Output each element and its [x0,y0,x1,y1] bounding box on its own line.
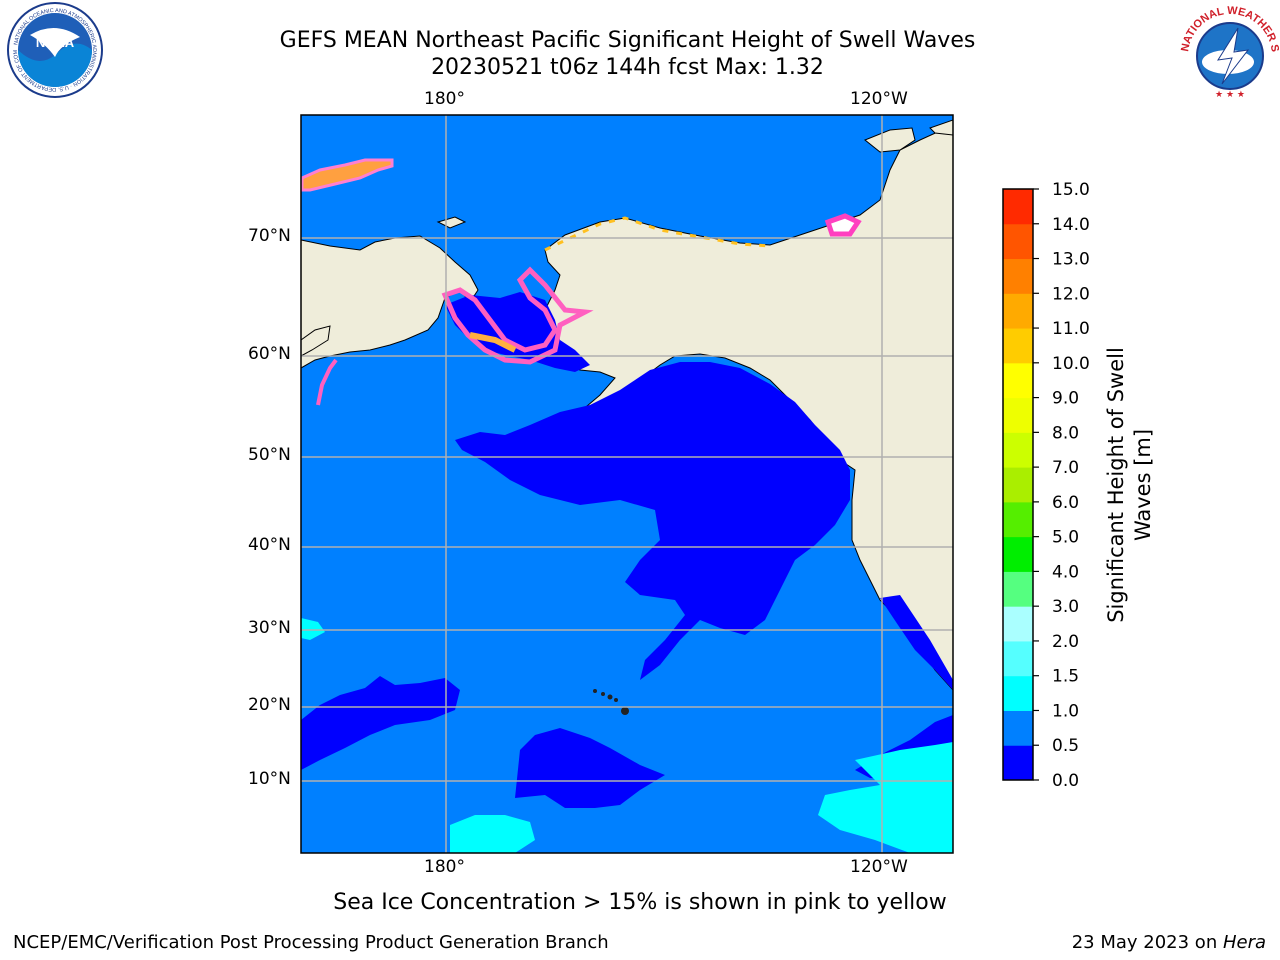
swell-1.0-1.5-south-central [450,815,535,853]
colorbar-tick-label: 4.0 [1052,562,1079,582]
hawaii-islands [593,689,629,715]
colorbar-tick-label: 0.0 [1052,771,1079,791]
colorbar-segment-0 [1003,745,1033,781]
colorbar-segment-15 [1003,223,1033,260]
colorbar-frame [1002,188,1034,781]
colorbar-tick-label: 11.0 [1052,319,1090,339]
sea-ice-siberia [301,158,394,192]
lat-label-40n: 40°N [248,535,291,555]
footer-date-text: 23 May 2023 on [1071,932,1223,953]
colorbar-label-line1: Significant Height of Swell [1104,347,1128,623]
sea-ice-note: Sea Ice Concentration > 15% is shown in … [333,890,947,915]
footer-host: Hera [1222,932,1266,953]
lat-label-70n: 70°N [248,226,291,246]
map-frame [300,114,954,854]
colorbar-segment-9 [1003,432,1033,468]
colorbar-tick-label: 6.0 [1052,493,1079,513]
land-arctic-island-2 [929,119,953,136]
colorbar-segment-8 [1003,467,1033,503]
sea-ice-arctic-coast [544,216,771,252]
lon-label-top-120w: 120°W [850,89,908,109]
noaa-logo: NOAA NATIONAL OCEANIC AND ATMOSPHERIC AD… [0,0,103,98]
colorbar-tick-label: 2.0 [1052,632,1079,652]
sea-ice-bering-inner [469,332,517,353]
swell-0-0.5-central-subtropics [515,728,665,808]
lat-label-30n: 30°N [248,618,291,638]
colorbar-segment-11 [1003,362,1033,399]
colorbar-segment-14 [1003,258,1033,294]
colorbar-segment-10 [1003,397,1033,433]
colorbar-tick-label: 5.0 [1052,528,1079,548]
land-kamchatka-north [301,325,331,357]
footer-credit: NCEP/EMC/Verification Post Processing Pr… [13,932,609,953]
colorbar-tick-label: 1.0 [1052,701,1079,721]
nws-ring-text: NATIONAL WEATHER SERVICE [0,0,1280,53]
lat-label-10n: 10°N [248,769,291,789]
colorbar-tick-label: 8.0 [1052,423,1079,443]
colorbar-segment-12 [1003,328,1033,364]
lon-label-top-180: 180° [424,89,465,109]
swell-0-0.5-california-coast [880,595,953,690]
colorbar-segment-13 [1003,293,1033,329]
lat-label-20n: 20°N [248,695,291,715]
sea-ice-beaufort [824,213,862,237]
map-subtitle: 20230521 t06z 144h fcst Max: 1.32 [431,55,824,80]
colorbar [1003,189,1033,781]
nws-logo: NATIONAL WEATHER SERVICE ★ ★ ★ [0,0,1280,102]
colorbar-segment-3 [1003,640,1033,677]
colorbar-label-line2: Waves [m] [1131,429,1155,541]
footer-date: 23 May 2023 on Hera [1072,932,1266,953]
colorbar-segment-2 [1003,675,1033,711]
colorbar-tick-label: 9.0 [1052,389,1079,409]
swell-1.0-1.5-west-edge [301,618,325,640]
nws-stars: ★ ★ ★ [1215,90,1245,100]
lat-label-60n: 60°N [248,344,291,364]
lon-label-bottom-180: 180° [424,857,465,877]
colorbar-tick-label: 1.5 [1052,667,1079,687]
graticule [301,115,953,853]
colorbar-segment-16 [1003,189,1033,225]
swell-0-0.5-west-subtropics [301,676,460,770]
land-arctic-island-1 [864,127,916,153]
colorbar-tick-label: 0.5 [1052,736,1079,756]
sea-ice-kamchatka [316,358,338,406]
colorbar-tick-label: 3.0 [1052,597,1079,617]
colorbar-segment-5 [1003,571,1033,607]
colorbar-tick-label: 12.0 [1052,284,1090,304]
colorbar-tick-label: 13.0 [1052,250,1090,270]
colorbar-segment-4 [1003,606,1033,642]
colorbar-tick-label: 15.0 [1052,180,1090,200]
colorbar-segment-6 [1003,536,1033,572]
noaa-logo-text: NOAA [36,35,75,50]
swell-0-0.5-gulf-of-alaska [455,362,850,680]
map-panel [301,115,953,853]
colorbar-tick-label: 10.0 [1052,354,1090,374]
colorbar-tick-label: 7.0 [1052,458,1079,478]
colorbar-segment-1 [1003,710,1033,746]
colorbar-segment-7 [1003,501,1033,538]
colorbar-ticks: 0.0 0.5 1.0 1.5 2.0 3.0 4.0 5.0 6.0 7.0 8.0 9.0 10.0… [1033,180,1090,791]
swell-1.0-1.5-east-tropics [818,742,953,853]
lon-label-bottom-120w: 120°W [850,857,908,877]
lat-label-50n: 50°N [248,445,291,465]
colorbar-tick-label: 14.0 [1052,215,1090,235]
map-title: GEFS MEAN Northeast Pacific Significant … [279,28,976,53]
